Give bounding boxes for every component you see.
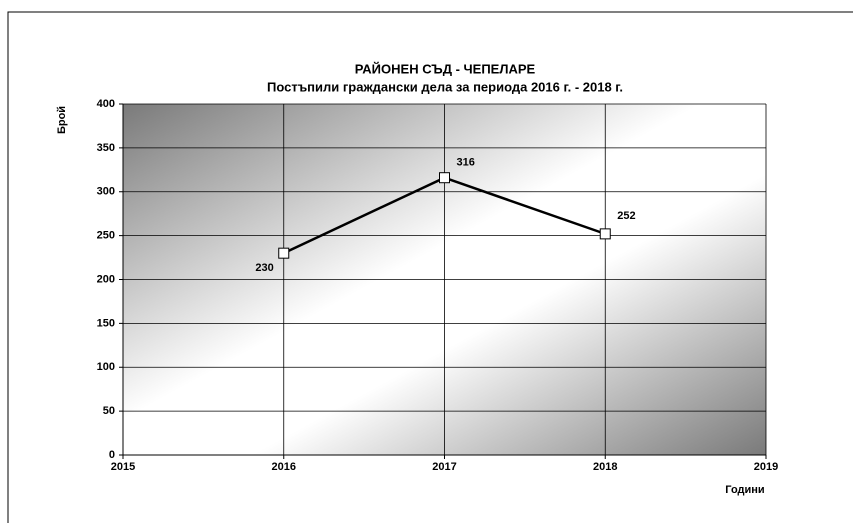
- data-label: 252: [617, 210, 635, 222]
- y-tick-label: 400: [97, 98, 115, 110]
- data-label: 316: [457, 157, 475, 169]
- y-tick-label: 250: [97, 230, 115, 242]
- y-tick-label: 300: [97, 186, 115, 198]
- chart-title: РАЙОНЕН СЪД - ЧЕПЕЛАРЕ: [355, 61, 536, 76]
- marker: [439, 172, 450, 184]
- x-tick-label: 2015: [111, 461, 135, 473]
- y-tick-label: 50: [103, 405, 115, 417]
- y-tick-label: 0: [109, 449, 115, 461]
- x-tick-label: 2019: [754, 461, 778, 473]
- x-tick-label: 2018: [593, 461, 617, 473]
- y-tick-label: 100: [97, 361, 115, 373]
- x-axis-label: Години: [725, 484, 764, 496]
- y-tick-label: 200: [97, 273, 115, 285]
- y-axis-label: Брой: [56, 106, 68, 134]
- frame: [7, 11, 853, 523]
- chart-subtitle: Постъпили граждански дела за периода 201…: [267, 79, 623, 94]
- data-label: 230: [255, 262, 273, 274]
- marker: [599, 228, 611, 240]
- x-tick-label: 2016: [272, 461, 296, 473]
- y-tick-label: 150: [97, 317, 115, 329]
- x-tick-label: 2017: [432, 461, 456, 473]
- y-tick-label: 350: [97, 142, 115, 154]
- marker: [278, 247, 290, 259]
